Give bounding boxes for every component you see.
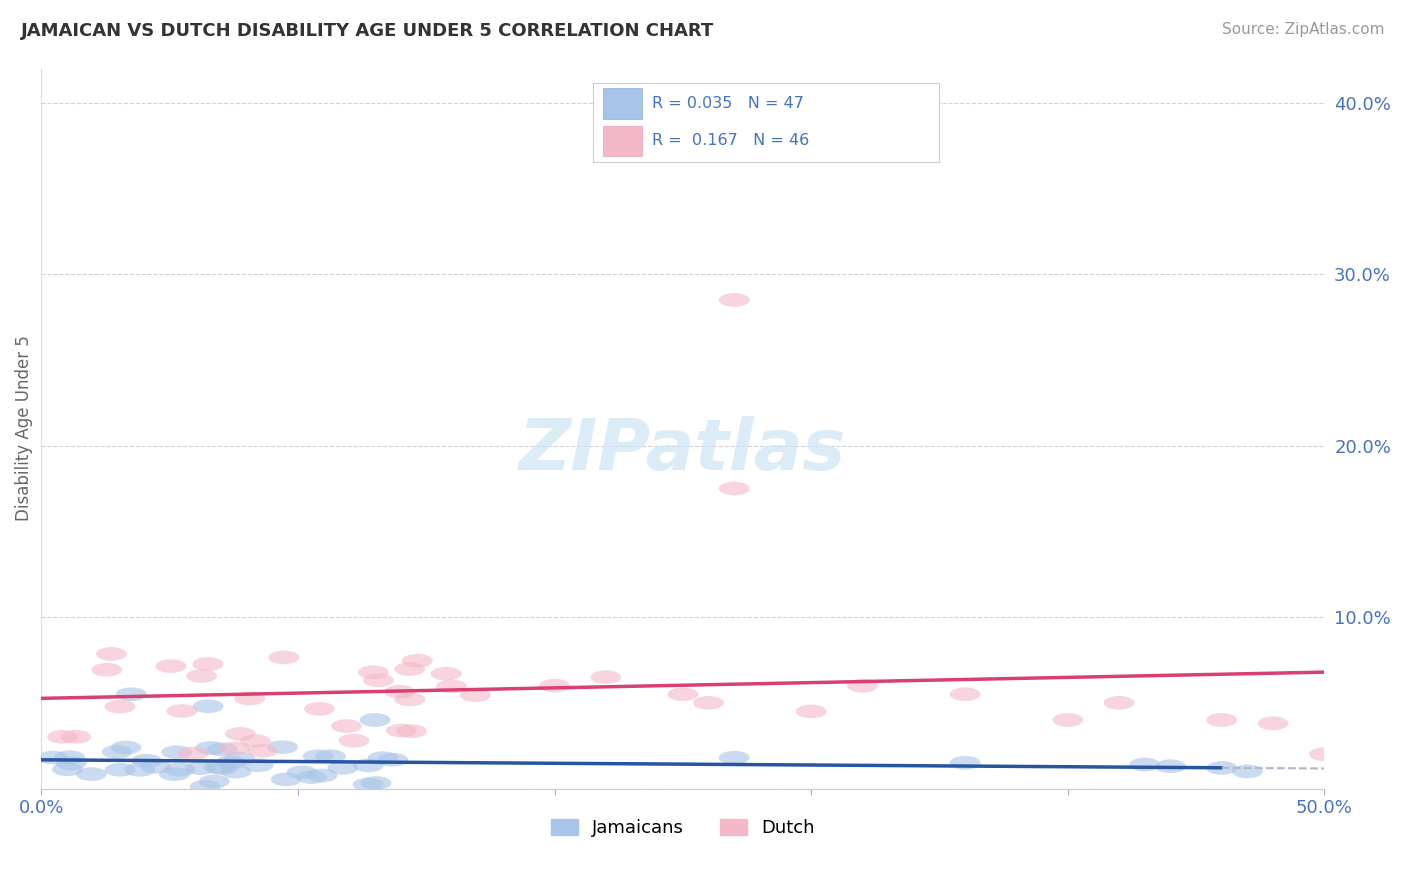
Ellipse shape [247, 744, 278, 757]
Ellipse shape [302, 749, 333, 764]
Ellipse shape [219, 741, 250, 756]
Ellipse shape [104, 763, 135, 777]
Ellipse shape [538, 679, 569, 692]
Ellipse shape [267, 740, 298, 754]
Ellipse shape [353, 778, 384, 791]
Ellipse shape [162, 746, 193, 759]
Ellipse shape [360, 713, 391, 727]
Ellipse shape [1309, 747, 1340, 761]
Ellipse shape [207, 743, 238, 756]
Ellipse shape [115, 688, 146, 701]
Ellipse shape [198, 774, 229, 789]
Ellipse shape [1104, 696, 1135, 710]
Ellipse shape [1206, 761, 1237, 775]
Ellipse shape [38, 751, 67, 764]
Ellipse shape [111, 740, 142, 755]
Ellipse shape [307, 769, 337, 782]
Ellipse shape [243, 758, 274, 772]
Ellipse shape [949, 688, 980, 701]
Ellipse shape [96, 647, 127, 661]
Ellipse shape [1258, 716, 1288, 731]
Ellipse shape [221, 764, 252, 779]
Ellipse shape [949, 756, 980, 770]
Ellipse shape [235, 691, 266, 706]
Ellipse shape [430, 667, 461, 681]
Ellipse shape [796, 705, 827, 718]
Ellipse shape [225, 727, 256, 740]
Ellipse shape [187, 669, 217, 683]
Ellipse shape [193, 657, 224, 671]
Ellipse shape [156, 659, 187, 673]
Ellipse shape [190, 780, 221, 794]
Ellipse shape [846, 679, 877, 692]
Ellipse shape [1156, 759, 1185, 773]
Ellipse shape [91, 663, 122, 677]
Ellipse shape [184, 762, 215, 775]
Ellipse shape [159, 767, 190, 781]
Ellipse shape [76, 767, 107, 781]
Ellipse shape [402, 654, 433, 667]
Ellipse shape [141, 760, 172, 773]
Ellipse shape [304, 702, 335, 715]
Ellipse shape [166, 704, 197, 718]
Ellipse shape [693, 696, 724, 710]
Ellipse shape [315, 749, 346, 764]
Ellipse shape [718, 482, 749, 495]
Ellipse shape [207, 761, 238, 775]
Y-axis label: Disability Age Under 5: Disability Age Under 5 [15, 335, 32, 522]
Text: JAMAICAN VS DUTCH DISABILITY AGE UNDER 5 CORRELATION CHART: JAMAICAN VS DUTCH DISABILITY AGE UNDER 5… [21, 22, 714, 40]
Ellipse shape [195, 741, 226, 755]
Ellipse shape [204, 761, 235, 774]
Text: Source: ZipAtlas.com: Source: ZipAtlas.com [1222, 22, 1385, 37]
Ellipse shape [361, 776, 391, 790]
Ellipse shape [101, 745, 132, 759]
Ellipse shape [1053, 713, 1083, 727]
Ellipse shape [165, 763, 195, 776]
Ellipse shape [591, 670, 621, 684]
Legend: Jamaicans, Dutch: Jamaicans, Dutch [543, 812, 823, 845]
Ellipse shape [377, 753, 408, 766]
Ellipse shape [269, 650, 299, 665]
Ellipse shape [718, 293, 749, 307]
Ellipse shape [271, 772, 301, 786]
Ellipse shape [353, 758, 384, 772]
Ellipse shape [124, 763, 155, 777]
Ellipse shape [367, 751, 398, 765]
Ellipse shape [1206, 713, 1237, 727]
Ellipse shape [718, 751, 749, 764]
Ellipse shape [104, 699, 135, 714]
Ellipse shape [48, 730, 77, 744]
Ellipse shape [193, 699, 224, 713]
Ellipse shape [328, 761, 359, 774]
Ellipse shape [55, 750, 84, 764]
Ellipse shape [1232, 764, 1263, 778]
Ellipse shape [387, 723, 416, 738]
Ellipse shape [60, 730, 91, 744]
Ellipse shape [394, 662, 425, 676]
Ellipse shape [668, 688, 699, 701]
Ellipse shape [363, 673, 394, 687]
Ellipse shape [436, 680, 467, 693]
Ellipse shape [384, 685, 415, 698]
Ellipse shape [330, 719, 361, 733]
Ellipse shape [52, 763, 83, 776]
Ellipse shape [224, 752, 254, 765]
Ellipse shape [396, 724, 427, 738]
Ellipse shape [56, 756, 87, 770]
Ellipse shape [339, 734, 370, 747]
Ellipse shape [460, 689, 491, 702]
Ellipse shape [131, 754, 162, 768]
Ellipse shape [395, 692, 425, 706]
Ellipse shape [287, 765, 318, 779]
Ellipse shape [1129, 757, 1160, 772]
Ellipse shape [215, 756, 246, 769]
Text: ZIPatlas: ZIPatlas [519, 416, 846, 484]
Ellipse shape [177, 747, 208, 760]
Ellipse shape [240, 734, 271, 747]
Ellipse shape [297, 771, 328, 784]
Ellipse shape [359, 665, 388, 679]
